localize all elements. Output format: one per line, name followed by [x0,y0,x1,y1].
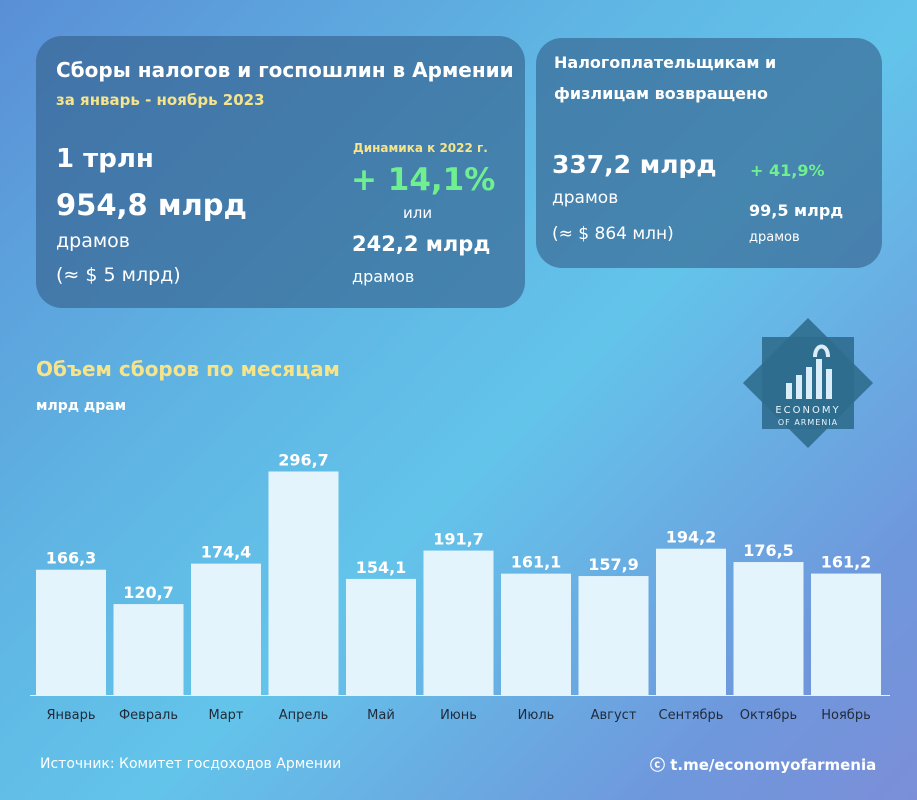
x-tick-label-1: Январь [46,708,95,723]
bar-4 [268,471,339,695]
bar-6 [423,550,494,695]
bar-value-label-11: 161,2 [821,553,872,572]
bar-value-label-8: 157,9 [588,555,639,574]
chart-title: Объем сборов по месяцам [36,357,340,381]
dynamics-unit: драмов [352,267,415,286]
bar-value-label-6: 191,7 [433,530,484,549]
economy-of-armenia-logo: ECONOMY OF ARMENIA [742,317,874,449]
x-tick-label-8: Август [591,708,637,723]
bar-9 [656,548,726,695]
x-tick-label-9: Сентябрь [659,708,724,723]
dynamics-absolute: 242,2 млрд [352,232,491,256]
total-amount-unit: драмов [56,230,130,252]
bar-value-label-4: 296,7 [278,450,329,469]
total-amount-usd: (≈ $ 5 млрд) [56,264,181,286]
x-tick-label-6: Июнь [440,708,477,723]
dynamics-label: Динамика к 2022 г. [353,141,488,155]
refunds-title-line1: Налогоплательщикам и [554,53,777,72]
refunds-card: Налогоплательщикам и физлицам возвращено… [536,38,882,268]
refunds-growth-absolute: 99,5 млрд [749,201,844,220]
bar-11 [811,573,881,695]
chart-unit-label: млрд драм [36,398,127,414]
x-tick-label-2: Февраль [119,708,178,723]
bar-1 [36,569,106,695]
x-tick-label-4: Апрель [279,708,329,723]
bar-8 [578,576,649,695]
bar-value-label-5: 154,1 [356,558,407,577]
refunds-growth-unit: драмов [749,230,800,245]
refunds-title-line2: физлицам возвращено [554,84,768,103]
bar-7 [501,573,571,695]
refunds-amount: 337,2 млрд [552,150,717,179]
refunds-amount-unit: драмов [552,188,619,208]
monthly-collections-bar-chart: 166,3 Январь 120,7 Февраль 174,4 Март 296,7 Апр… [30,450,890,723]
bar-10 [733,562,804,695]
refunds-amount-usd: (≈ $ 864 млн) [552,224,674,244]
bar-3 [191,563,261,695]
source-note: Источник: Комитет госдоходов Армении [40,756,342,772]
bar-value-label-9: 194,2 [666,528,717,547]
bar-value-label-7: 161,1 [511,553,562,572]
bar-value-label-3: 174,4 [201,543,252,562]
dynamics-percent: + 14,1% [351,162,496,198]
bar-2 [113,604,184,695]
bar-value-label-10: 176,5 [743,541,794,560]
logo-line2: OF ARMENIA [778,418,838,427]
x-tick-label-10: Октябрь [740,708,797,723]
total-collections-card: Сборы налогов и госпошлин в Армении за я… [36,36,525,308]
total-card-title: Сборы налогов и госпошлин в Армении [56,58,514,82]
total-amount-line2: 954,8 млрд [56,188,247,222]
x-tick-label-11: Ноябрь [821,708,870,723]
bar-value-label-2: 120,7 [123,583,174,602]
bar-value-label-1: 166,3 [46,549,97,568]
channel-link[interactable]: ⓒ t.me/economyofarmenia [650,756,877,774]
refunds-growth-percent: + 41,9% [750,161,825,180]
dynamics-or: или [403,204,433,222]
x-tick-label-5: Май [367,708,395,723]
bar-5 [346,578,416,695]
total-amount-line1: 1 трлн [56,144,154,174]
total-card-subtitle: за январь - ноябрь 2023 [56,91,265,109]
logo-line1: ECONOMY [775,405,840,416]
x-tick-label-3: Март [208,708,243,723]
x-tick-label-7: Июль [518,708,555,723]
